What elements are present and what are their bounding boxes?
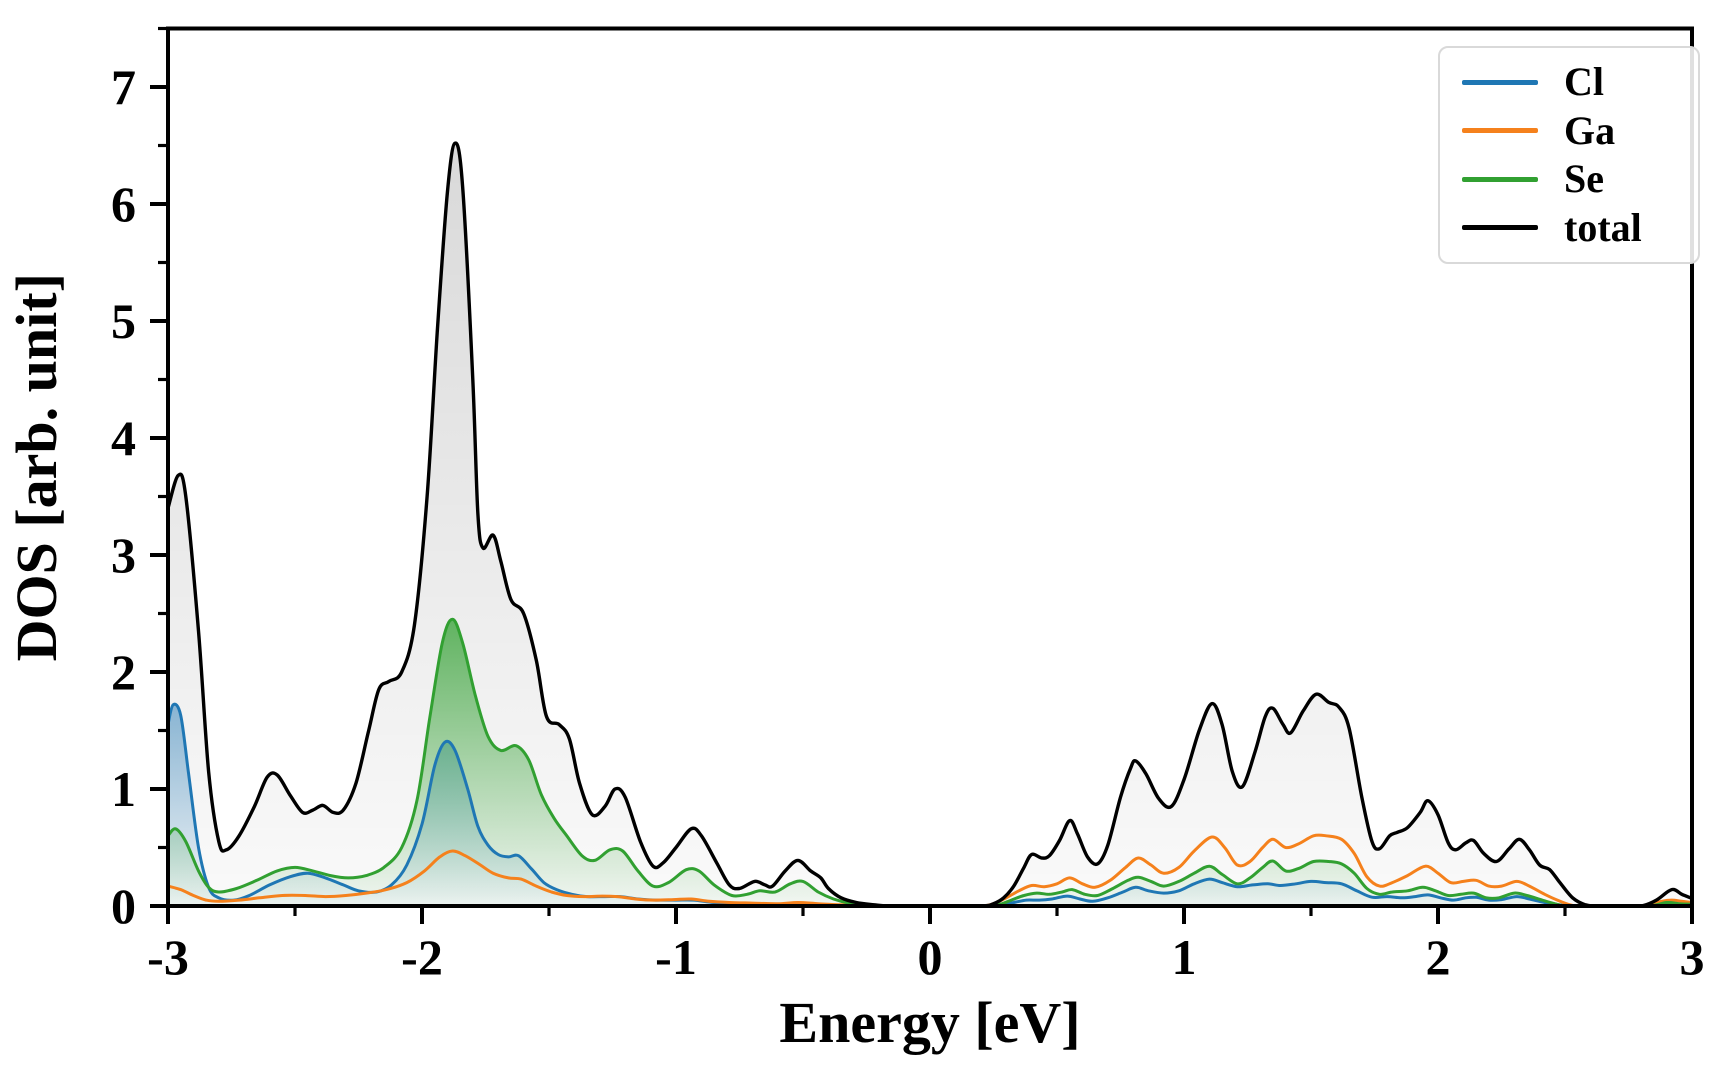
y-tick-label: 7 xyxy=(111,59,136,115)
x-axis-title: Energy [eV] xyxy=(779,990,1080,1055)
legend: Cl Ga Se total xyxy=(1438,46,1700,264)
y-tick-label: 3 xyxy=(111,527,136,583)
x-tick-label: 1 xyxy=(1172,929,1197,985)
y-tick-label: 1 xyxy=(111,761,136,817)
legend-label-se: Se xyxy=(1564,156,1604,202)
y-tick-label: 0 xyxy=(111,878,136,934)
y-tick-label: 2 xyxy=(111,644,136,700)
legend-line-cl xyxy=(1462,79,1538,85)
legend-item-se: Se xyxy=(1462,156,1676,202)
y-axis-title: DOS [arb. unit] xyxy=(4,273,69,661)
x-tick-label: 0 xyxy=(918,929,943,985)
axis-ticks xyxy=(150,26,1694,924)
y-tick-label: 6 xyxy=(111,176,136,232)
x-tick-label: -2 xyxy=(401,929,443,985)
legend-line-ga xyxy=(1462,128,1538,134)
legend-line-total xyxy=(1462,225,1538,231)
x-tick-label: -1 xyxy=(655,929,697,985)
legend-label-total: total xyxy=(1564,204,1642,250)
legend-item-ga: Ga xyxy=(1462,108,1676,154)
x-tick-label: 3 xyxy=(1680,929,1705,985)
series-Se-fill xyxy=(168,619,1692,906)
legend-item-cl: Cl xyxy=(1462,59,1676,105)
x-tick-label: -3 xyxy=(147,929,189,985)
legend-label-ga: Ga xyxy=(1564,107,1616,153)
series-Ga-line xyxy=(168,833,1692,908)
legend-item-total: total xyxy=(1462,205,1676,251)
y-tick-label: 4 xyxy=(111,410,136,466)
legend-label-cl: Cl xyxy=(1564,59,1604,105)
y-tick-label: 5 xyxy=(111,293,136,349)
legend-line-se xyxy=(1462,176,1538,182)
series-total-fill xyxy=(168,143,1692,906)
x-tick-label: 2 xyxy=(1426,929,1451,985)
